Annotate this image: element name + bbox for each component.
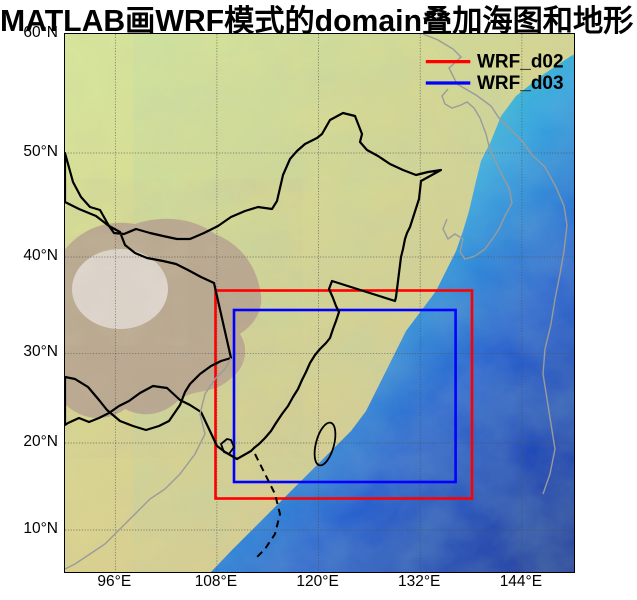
svg-text:WRF_d03: WRF_d03 bbox=[477, 73, 564, 94]
svg-text:WRF_d02: WRF_d02 bbox=[477, 52, 564, 73]
